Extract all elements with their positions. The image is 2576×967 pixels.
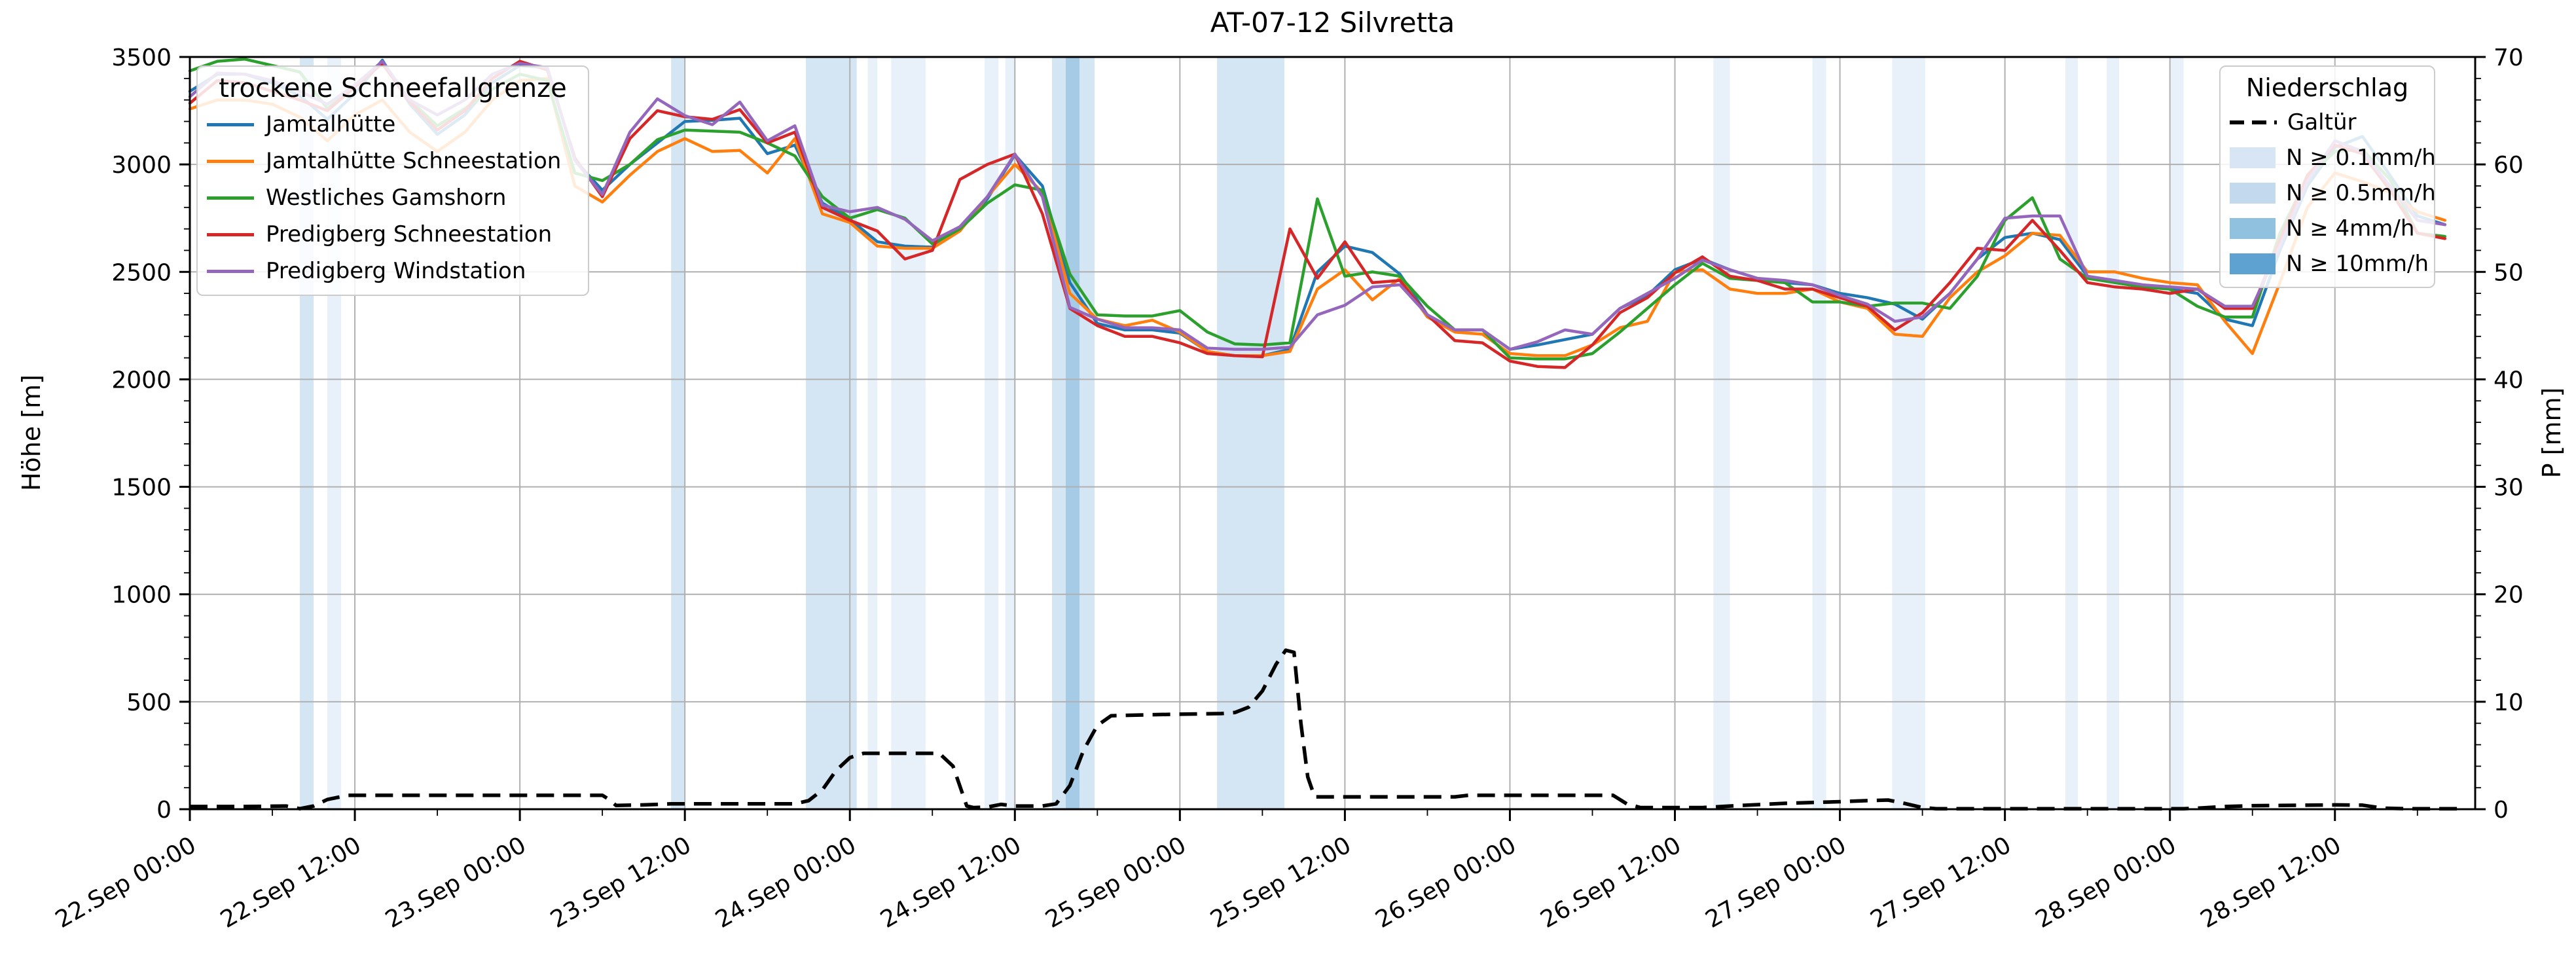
legend-precip-title: Niederschlag [2245,73,2409,102]
y-left-tick-label: 0 [156,797,172,824]
y-right-tick-label: 50 [2494,259,2524,286]
legend-precip-entries: Galtür N ≥ 0.1mm/h N ≥ 0.5mm/h N ≥ 4mm/h N ≥… [2230,105,2436,282]
x-tick-label: 27.Sep 00:00 [1701,831,1851,934]
precip-band [1052,57,1066,809]
x-tick-label: 24.Sep 00:00 [711,831,861,934]
dashed-line-swatch-icon [2230,120,2277,124]
x-tick-label: 22.Sep 00:00 [51,831,201,934]
y-left-tick-label: 1000 [111,582,172,609]
band-swatch-icon [2230,218,2276,239]
x-tick-label: 23.Sep 00:00 [381,831,531,934]
legend-snowline-title: trockene Schneefallgrenze [219,73,567,103]
precip-band [891,57,926,809]
legend-entry-label: Predigberg Windstation [266,258,526,284]
y-left-tick-label: 1500 [111,475,172,502]
y-left-tick-label: 500 [126,689,172,716]
legend-precip: Niederschlag Galtür N ≥ 0.1mm/h N ≥ 0.5mm/… [2219,65,2436,288]
legend-entry-label: N ≥ 0.1mm/h [2286,145,2436,171]
y-right-tick-label: 40 [2494,367,2524,393]
x-tick-label: 28.Sep 12:00 [2196,831,2346,934]
x-tick-label: 26.Sep 00:00 [1371,831,1521,934]
precip-band [2107,57,2119,809]
precip-band [1005,57,1015,809]
y-left-tick-label: 2000 [111,367,172,393]
x-tick-label: 28.Sep 00:00 [2031,831,2181,934]
y-right-tick-label: 20 [2494,582,2524,609]
precip-band [806,57,857,809]
legend-entry-label: Predigberg Schneestation [266,221,553,247]
chart-title: AT-07-12 Silvretta [1210,7,1455,39]
line-swatch-icon [207,269,254,273]
legend-entry: Galtür [2230,105,2425,140]
legend-entry-label: Jamtalhütte Schneestation [266,148,562,174]
x-tick-label: 25.Sep 12:00 [1206,831,1356,934]
legend-entry-label: N ≥ 4mm/h [2286,215,2415,242]
legend-entry: Predigberg Schneestation [207,216,579,253]
precip-band [1812,57,1826,809]
precip-band [671,57,685,809]
x-tick-label: 23.Sep 12:00 [546,831,696,934]
y-left-tick-label: 3000 [111,152,172,179]
legend-snowline: trockene Schneefallgrenze Jamtalhütte Jam… [196,65,589,296]
x-tick-label: 25.Sep 00:00 [1041,831,1191,934]
y-axis-label-left: Höhe [m] [17,374,46,492]
legend-entry: N ≥ 0.1mm/h [2230,140,2436,175]
band-swatch-icon [2230,253,2276,274]
legend-entry: Predigberg Windstation [207,253,579,289]
y-right-tick-label: 60 [2494,152,2524,179]
precip-band [1079,57,1095,809]
precip-band [1892,57,1925,809]
legend-entry-label: N ≥ 0.5mm/h [2286,180,2436,206]
y-axis-label-right: P [mm] [2537,387,2566,479]
legend-entry-label: Galtür [2287,109,2357,136]
y-right-tick-label: 30 [2494,475,2524,502]
legend-entry: Jamtalhütte [207,106,579,143]
y-left-tick-label: 3500 [111,45,172,71]
precip-band [985,57,999,809]
precip-band [1713,57,1730,809]
legend-entry: N ≥ 10mm/h [2230,246,2429,282]
y-right-tick-label: 0 [2494,797,2509,824]
line-swatch-icon [207,196,254,200]
line-swatch-icon [207,232,254,236]
y-left-tick-label: 2500 [111,259,172,286]
legend-entry: Jamtalhütte Schneestation [207,143,579,179]
x-tick-label: 24.Sep 12:00 [876,831,1026,934]
x-tick-label: 22.Sep 12:00 [216,831,366,934]
x-tick-label: 26.Sep 12:00 [1536,831,1686,934]
precip-band [1066,57,1080,809]
y-right-tick-label: 70 [2494,45,2524,71]
legend-entry: Westliches Gamshorn [207,179,579,216]
legend-entry-label: N ≥ 10mm/h [2286,251,2429,277]
precip-band [867,57,878,809]
legend-entry-label: Westliches Gamshorn [266,185,507,211]
legend-entry: N ≥ 0.5mm/h [2230,175,2436,211]
precip-band [2065,57,2078,809]
line-swatch-icon [207,159,254,163]
band-swatch-icon [2230,147,2276,168]
legend-entry-label: Jamtalhütte [266,111,396,137]
line-swatch-icon [207,122,254,126]
precip-band [1217,57,1284,809]
band-swatch-icon [2230,183,2276,204]
precip-band [2169,57,2184,809]
legend-snowline-entries: Jamtalhütte Jamtalhütte Schneestation West… [207,106,579,289]
y-right-tick-label: 10 [2494,689,2524,716]
legend-entry: N ≥ 4mm/h [2230,211,2425,246]
x-tick-label: 27.Sep 12:00 [1866,831,2016,934]
